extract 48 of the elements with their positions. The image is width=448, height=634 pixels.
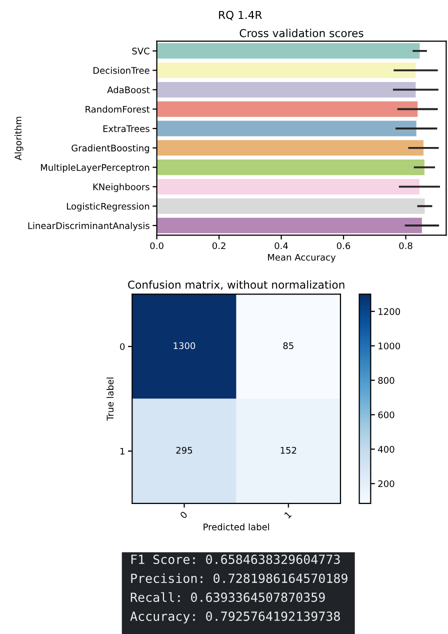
y-tick-label: SVC [132, 48, 150, 54]
text: Precision: 0.7281986164570189 [131, 573, 348, 584]
color-bar-label: 400 [378, 446, 394, 453]
text: F1 Score: 0.6584638329604773 [131, 554, 340, 564]
data-label: 1300 [174, 342, 196, 350]
x-tick-label: 0.0 [150, 242, 164, 250]
color-bar-label: 600 [378, 411, 394, 418]
x-tick-label: 0.8 [399, 242, 412, 250]
y-tick-label: KNeighboors [93, 183, 150, 192]
color-bar-label: 800 [378, 377, 394, 384]
bar [156, 101, 418, 117]
chart-subtitle: Cross validation scores [240, 28, 364, 38]
text: Accuracy: 0.7925764192139738 [130, 612, 340, 624]
y-tick-label: LinearDiscriminantAnalysis [28, 222, 150, 231]
x-tick-label: 0.6 [336, 242, 350, 250]
x-tick-label: 0.2 [212, 242, 226, 250]
data-label: 295 [176, 446, 192, 454]
text: Recall: 0.6393364507870359 [130, 592, 325, 602]
bar [156, 62, 416, 78]
x-axis-title: Predicted label [204, 523, 270, 530]
y-axis-title: Algorithm [14, 116, 24, 160]
bar [156, 140, 424, 156]
chart-title: RQ 1.4R [219, 10, 262, 20]
data-label: 152 [280, 446, 296, 454]
y-tick-label: RandomForest [86, 106, 150, 113]
y-tick-label: DecisionTree [94, 66, 150, 74]
y-tick-label: LogisticRegression [67, 202, 150, 212]
y-tick-label: AdaBoost [107, 86, 150, 94]
y-tick-label: ExtraTrees [103, 125, 150, 132]
chart-title: Confusion matrix, without normalization [128, 280, 344, 290]
y-tick-label: GradientBoosting [72, 144, 150, 154]
bar [156, 218, 422, 234]
bar [156, 178, 420, 194]
x-axis-title: Mean Accuracy [268, 254, 336, 262]
y-axis-title: True label [106, 378, 114, 421]
y-tick-label: 1 [120, 448, 124, 455]
x-tick-label: 0.4 [274, 242, 288, 250]
bar [156, 198, 425, 214]
bar [156, 120, 416, 136]
bar [156, 160, 424, 176]
color-bar-label: 1200 [378, 308, 400, 315]
bar [156, 43, 420, 59]
bar [156, 82, 416, 98]
color-bar-label: 1000 [378, 342, 400, 350]
y-tick-label: MultipleLayerPerceptron [40, 164, 150, 173]
color-bar-label: 200 [378, 480, 394, 488]
y-tick-label: 0 [120, 343, 125, 350]
data-label: 85 [283, 342, 294, 350]
